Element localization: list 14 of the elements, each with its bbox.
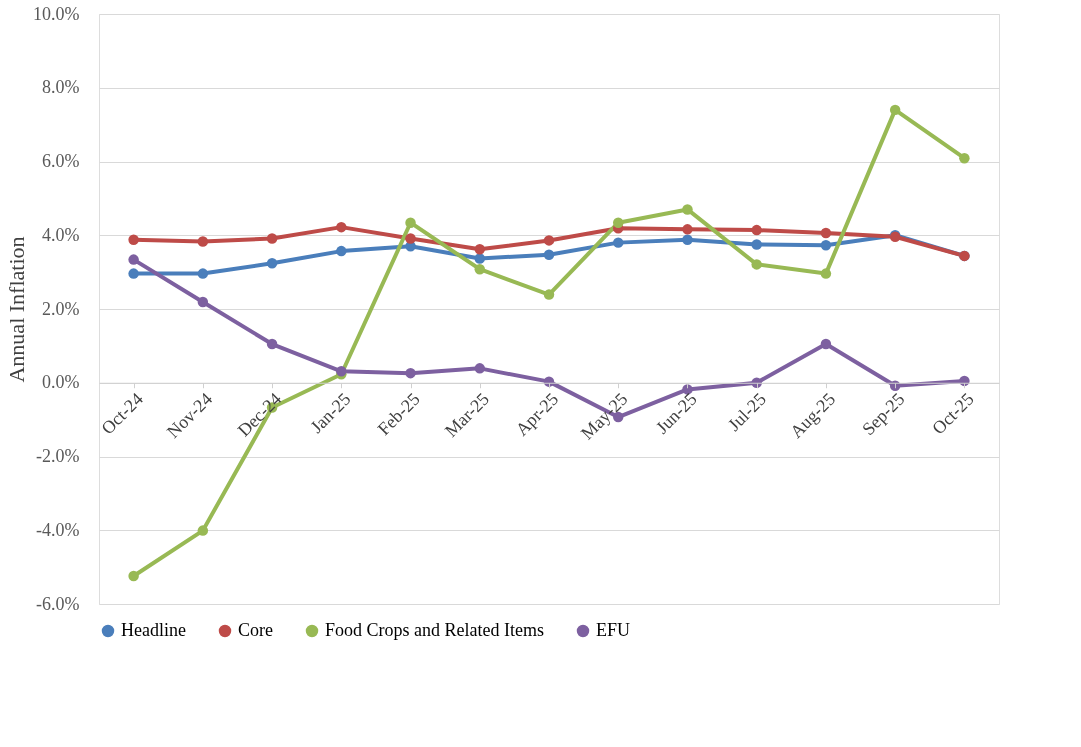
legend-label: EFU	[596, 620, 631, 640]
y-axis-title: Annual Inflation	[4, 236, 30, 383]
y-tick-label: -4.0%	[36, 519, 80, 540]
y-tick-label: 4.0%	[42, 224, 80, 245]
y-tick-label: -6.0%	[36, 593, 80, 614]
y-tick-label: 10.0%	[33, 3, 80, 24]
y-tick-label: 2.0%	[42, 298, 80, 319]
y-tick-label: 8.0%	[42, 77, 80, 98]
y-tick-label: 6.0%	[42, 151, 80, 171]
y-tick-label: -2.0%	[36, 446, 80, 466]
legend-label: Core	[238, 620, 273, 640]
legend-label: Headline	[121, 620, 186, 640]
y-tick-label: 0.0%	[42, 372, 80, 393]
legend-label: Food Crops and Related Items	[325, 620, 544, 640]
